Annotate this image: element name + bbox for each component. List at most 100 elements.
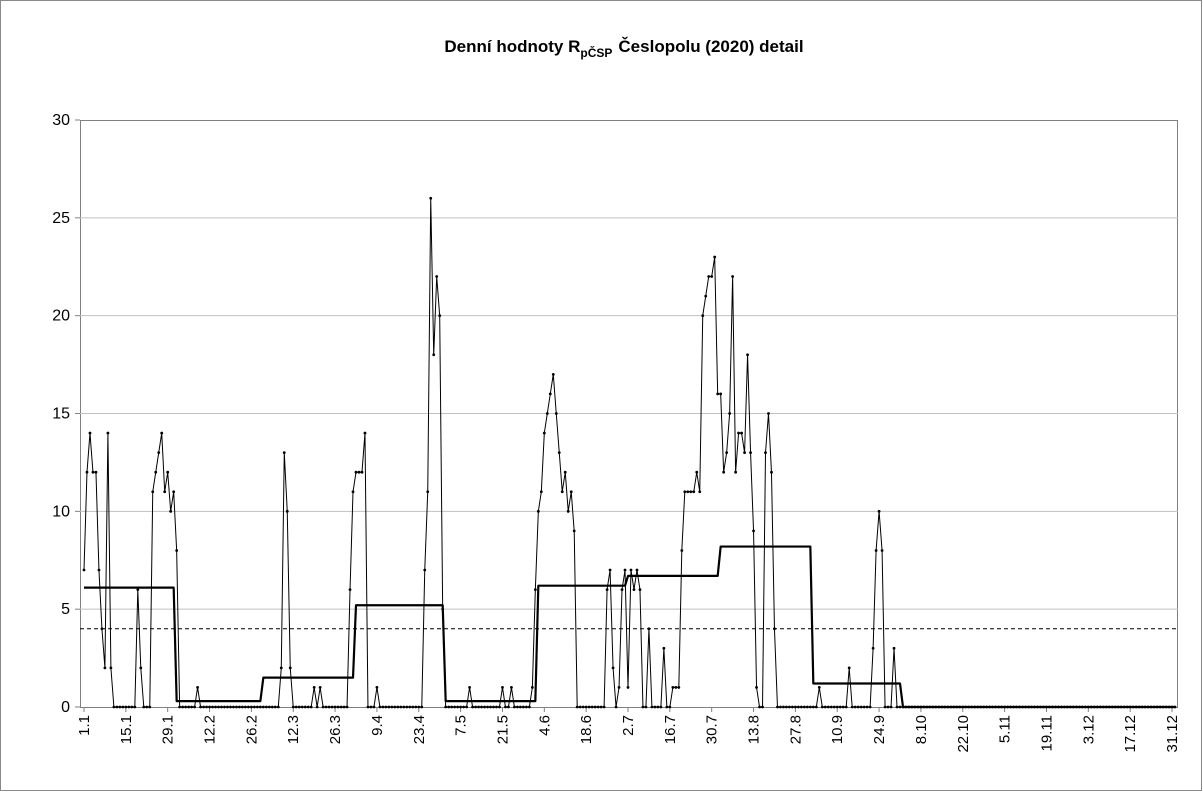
point [205,705,208,709]
point [432,353,436,357]
title-main: Denní hodnoty R [444,37,580,56]
point [743,451,746,455]
point [653,705,657,709]
point [551,372,555,376]
x-tick-label: 16.7 [662,715,679,744]
point [118,705,122,709]
x-tick-label: 1.1 [76,715,93,736]
point [524,705,528,709]
point [124,705,128,709]
point [190,705,194,709]
x-tick-label: 21.5 [494,715,511,744]
point [677,686,681,689]
point [294,705,298,709]
point [282,451,286,455]
point [426,490,430,494]
point [360,470,364,474]
point [892,646,896,650]
point [309,705,313,709]
point [393,705,397,709]
point [898,705,902,709]
point [805,705,809,709]
point [103,666,107,670]
point [396,705,400,709]
point [333,705,337,709]
point [366,705,370,709]
point [674,686,678,689]
point [363,431,367,435]
point [435,275,439,278]
point [716,392,720,396]
point [521,705,525,709]
point [835,705,839,709]
point [339,705,343,709]
point [859,705,863,709]
series-line [84,545,1175,709]
point [130,705,134,709]
point [166,470,170,474]
point [659,705,663,709]
point [160,431,164,435]
point [244,705,247,709]
point [336,705,340,709]
point [542,431,546,435]
point [489,705,492,709]
point [444,705,448,709]
point [533,588,537,591]
point [554,412,558,415]
point [692,490,696,494]
point [193,705,196,709]
point [115,705,119,709]
chart-title: Denní hodnoty RpČSP Česlopolu (2020) deta… [444,37,803,60]
point [169,509,173,513]
point [429,196,433,200]
point [127,705,131,709]
point [229,705,232,709]
point [761,705,764,709]
point [707,275,711,278]
point [342,705,346,709]
point [133,705,137,709]
point [850,705,854,709]
x-tick-label: 27.8 [787,715,804,744]
point [584,705,588,709]
point [273,705,277,709]
point [722,470,726,474]
point [527,705,531,709]
point [802,705,806,709]
point [258,705,262,709]
point [519,705,522,709]
point [468,686,471,689]
point [605,588,609,591]
point [291,705,295,709]
point [704,294,708,298]
point [483,705,486,709]
point [477,705,480,709]
title-rest: Česlopolu (2020) detail [618,37,803,56]
point [420,705,424,709]
point [465,705,468,709]
point [662,646,666,650]
point [791,705,794,709]
point [202,705,205,709]
point [575,705,579,709]
point [767,412,770,415]
point [447,705,451,709]
point [348,588,352,591]
point [874,549,878,552]
point [94,470,98,474]
point [217,705,220,709]
point [390,705,394,709]
point [235,705,238,709]
point [199,705,202,709]
point [172,490,176,494]
point [510,686,513,689]
x-tick-label: 29.1 [160,715,177,744]
point [734,470,738,474]
point [214,705,217,709]
point [590,705,594,709]
point [856,705,860,709]
point [495,705,498,709]
point [474,705,477,709]
point [755,686,758,689]
